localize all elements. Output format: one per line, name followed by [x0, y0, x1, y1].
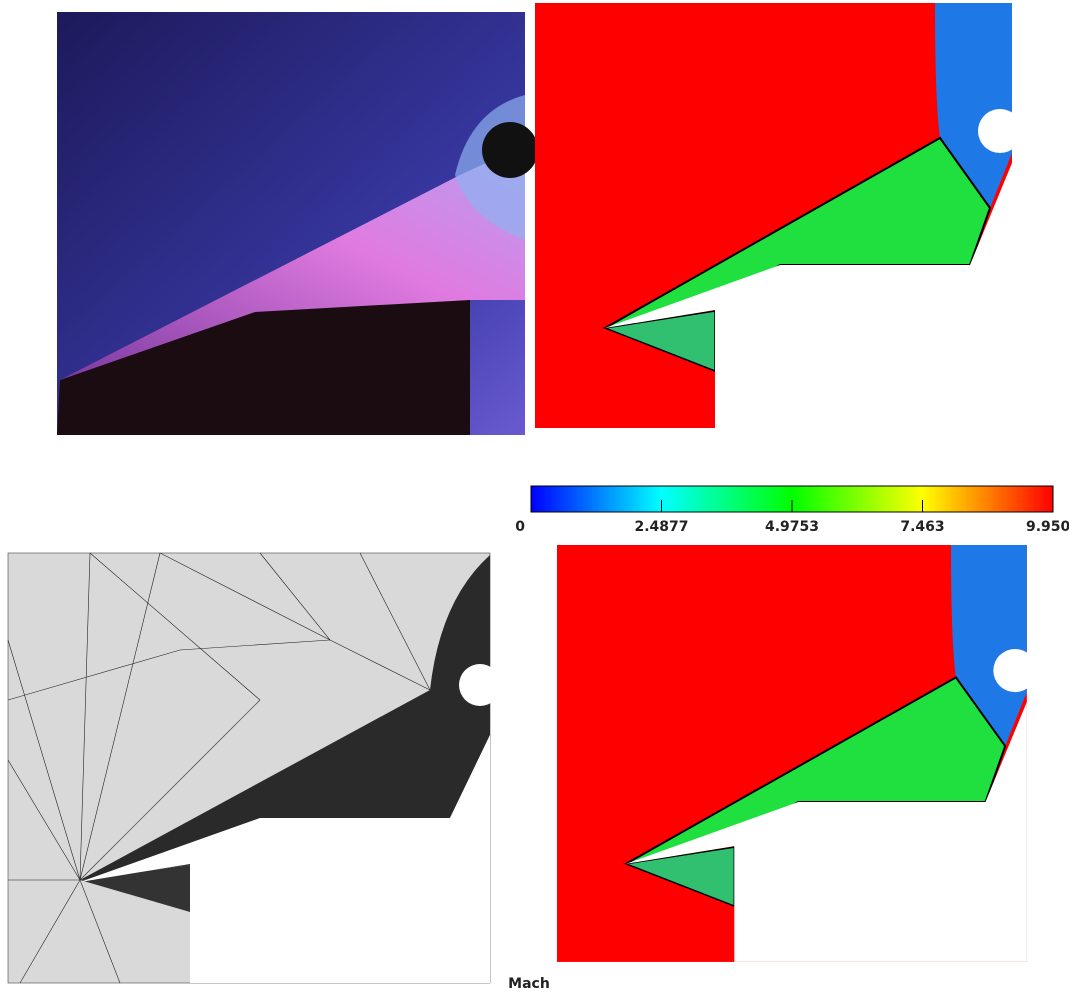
photo: [57, 12, 538, 435]
mesh-plot: [8, 553, 501, 983]
colorbar-tick-label: 2.4877: [634, 519, 688, 535]
colorbar-tick-label: 4.9753: [765, 519, 819, 535]
contour-top: [535, 3, 1022, 428]
figure: Mach 0 2.4877 4.9753 7.463 9.9507: [0, 0, 1069, 992]
colorbar-tick-label: 0: [515, 519, 525, 535]
page: Mach 02.48774.97537.4639.9507 (() => { c…: [0, 0, 1069, 992]
cylinder: [459, 664, 501, 706]
colorbar-tick-label: 7.463: [900, 519, 944, 535]
colorbar-tick-label: 9.9507: [1026, 519, 1069, 535]
contour-bottom: [557, 545, 1037, 962]
cylinder: [482, 122, 538, 178]
colorbar-label: Mach: [508, 976, 550, 992]
